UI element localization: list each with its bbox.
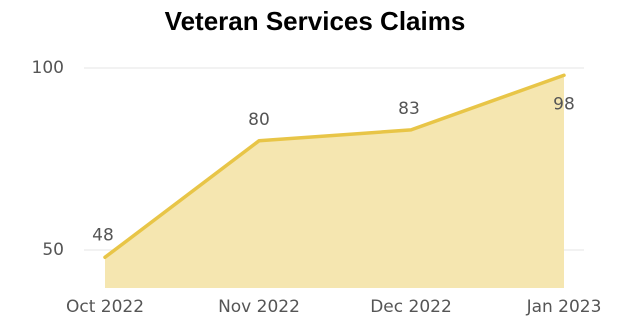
chart-title: Veteran Services Claims bbox=[165, 6, 466, 36]
x-tick-label: Dec 2022 bbox=[370, 297, 452, 317]
data-label: 83 bbox=[398, 99, 420, 119]
y-tick-label: 50 bbox=[42, 240, 64, 260]
data-label: 98 bbox=[553, 94, 575, 114]
data-label: 48 bbox=[92, 225, 114, 245]
x-tick-label: Nov 2022 bbox=[218, 297, 300, 317]
x-tick-label: Jan 2023 bbox=[526, 297, 602, 317]
series-line bbox=[103, 73, 566, 260]
x-tick-label: Oct 2022 bbox=[66, 297, 144, 317]
x-axis-labels: Oct 2022 Nov 2022 Dec 2022 Jan 2023 bbox=[66, 297, 601, 317]
y-tick-label: 100 bbox=[32, 58, 64, 78]
data-points: 48 80 83 98 bbox=[92, 94, 575, 245]
data-label: 80 bbox=[248, 110, 270, 130]
area-fill bbox=[105, 75, 564, 288]
